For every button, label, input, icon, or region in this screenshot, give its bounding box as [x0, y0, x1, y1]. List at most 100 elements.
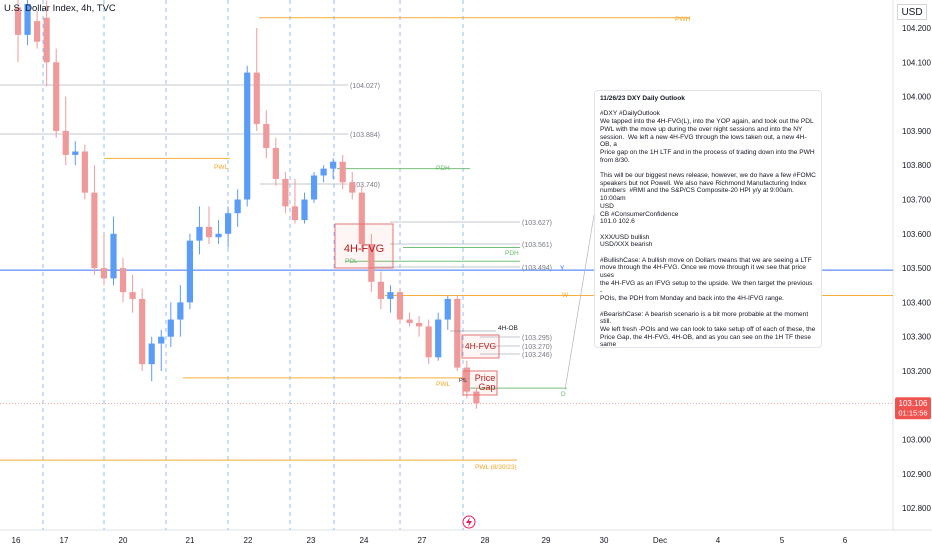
note-line: move through the 4H-FVG. Once we move th…: [600, 264, 808, 280]
candle-body: [129, 292, 136, 299]
candle-body: [454, 298, 461, 368]
note-line: USD: [600, 202, 614, 210]
zone-label: Gap: [478, 382, 495, 392]
y-tick-label: 102.900: [902, 470, 931, 479]
x-tick-label: 27: [418, 536, 427, 545]
x-tick-label: 22: [244, 536, 253, 545]
y-tick-label: 104.100: [902, 58, 931, 67]
candle-body: [24, 3, 31, 35]
y-tick-label: 103.500: [902, 264, 931, 273]
note-line: CB #ConsumerConfidence: [600, 210, 679, 218]
candle-body: [158, 336, 165, 344]
note-line: numbers #RMI and the S&P/CS Composite-20…: [600, 187, 794, 195]
price-label: (103.884): [350, 132, 380, 139]
x-tick-label: 4: [716, 536, 721, 545]
current-price-value: 103.106: [899, 399, 928, 408]
x-tick-label: 6: [843, 536, 848, 545]
note-line: speakers but not Powell. We also have Ri…: [600, 179, 807, 187]
y-tick-label: 103.200: [902, 367, 931, 376]
zone-label: 4H-FVG: [344, 243, 384, 255]
candle-body: [100, 268, 108, 279]
note-line: XXX/USD bullish: [600, 233, 650, 241]
zone-label: 4H-FVG: [465, 341, 496, 351]
currency-button[interactable]: USD: [897, 4, 927, 20]
x-tick-label: 21: [186, 536, 195, 545]
candle-body: [349, 182, 356, 193]
fvg-zone-box: [334, 223, 394, 269]
level-label: PWL: [436, 381, 450, 388]
note-line: [600, 164, 816, 172]
fvg-zone-box: [462, 370, 498, 396]
candle-body: [272, 148, 279, 179]
note-line: We left fresh -POIs and we can look to t…: [600, 326, 816, 334]
zone-label: Price: [475, 373, 496, 383]
y-tick-label: 103.600: [902, 230, 931, 239]
level-label: W: [562, 292, 569, 299]
note-line: We tapped into the 4H-FVG(L), into the Y…: [600, 118, 814, 126]
fvg-zone-box: [461, 334, 500, 359]
candle-body: [416, 322, 423, 327]
candle-body: [225, 213, 232, 234]
level-label: PDH: [505, 250, 519, 257]
candle-body: [253, 72, 260, 125]
x-tick-label: 17: [60, 536, 69, 545]
note-line: USD/XXX bearish: [600, 241, 653, 249]
candle-body: [244, 72, 251, 200]
y-tick-label: 103.300: [902, 333, 931, 342]
candle-body: [234, 199, 241, 214]
candle-body: [91, 192, 98, 269]
y-tick-label: 103.400: [902, 298, 931, 307]
x-tick-label: 30: [600, 536, 609, 545]
candle-body: [177, 302, 184, 320]
ob-label: 4H-OB: [498, 325, 518, 332]
pl-label: P/L: [459, 378, 467, 384]
candle-body: [72, 151, 79, 155]
x-tick-label: 23: [307, 536, 316, 545]
candle-body: [301, 199, 308, 221]
y-tick-label: 103.000: [902, 436, 931, 445]
candle-body: [282, 178, 289, 207]
note-line: 101.0 102.6: [600, 218, 635, 226]
note-line: This will be our biggest news release, h…: [600, 172, 816, 179]
note-line: #BullishCase: A bullish move on Dollars …: [600, 256, 812, 264]
candle-body: [167, 319, 174, 337]
price-label: (103.295): [522, 335, 552, 342]
candle-body: [330, 161, 337, 169]
note-line: from 8/30.: [600, 156, 630, 164]
note-connector: [564, 214, 595, 391]
level-label: Y: [560, 265, 565, 272]
candle-body: [339, 161, 346, 183]
x-tick-label: 24: [360, 536, 369, 545]
candle-body: [396, 292, 404, 320]
level-label: PWL (8/30/23): [475, 464, 517, 471]
price-label: (103.561): [522, 242, 552, 249]
countdown-label: 01:15:56: [898, 409, 927, 418]
candle-body: [186, 240, 193, 303]
candle-body: [196, 226, 203, 241]
level-label: PWH: [675, 16, 690, 23]
candle-body: [53, 62, 60, 131]
level-label: D: [561, 391, 566, 398]
candle-body: [148, 343, 155, 365]
candle-body: [425, 326, 432, 358]
note-line: [600, 303, 816, 311]
note-line: [600, 103, 816, 111]
note-line: the 4H-FVG as an IFVG setup to the upsid…: [600, 279, 815, 295]
candle-body: [14, 7, 22, 35]
y-tick-label: 103.800: [902, 161, 931, 170]
candle-body: [358, 192, 365, 245]
candle-body: [34, 21, 41, 42]
note-line: #DXY #DailyOutlook: [600, 110, 660, 118]
daily-outlook-note[interactable]: 11/26/23 DXY Daily Outlook #DXY #DailyOut…: [594, 90, 822, 348]
candle-body: [463, 367, 470, 392]
y-tick-label: 104.200: [902, 24, 931, 33]
candle-body: [473, 391, 480, 404]
candle-body: [310, 175, 318, 200]
note-line: session. We left a new 4H-FVG through th…: [600, 133, 807, 149]
candle-body: [377, 281, 384, 299]
x-tick-label: 28: [481, 536, 490, 545]
candle-body: [62, 130, 69, 155]
y-tick-label: 102.800: [902, 504, 931, 513]
x-tick-label: Dec: [653, 536, 667, 545]
